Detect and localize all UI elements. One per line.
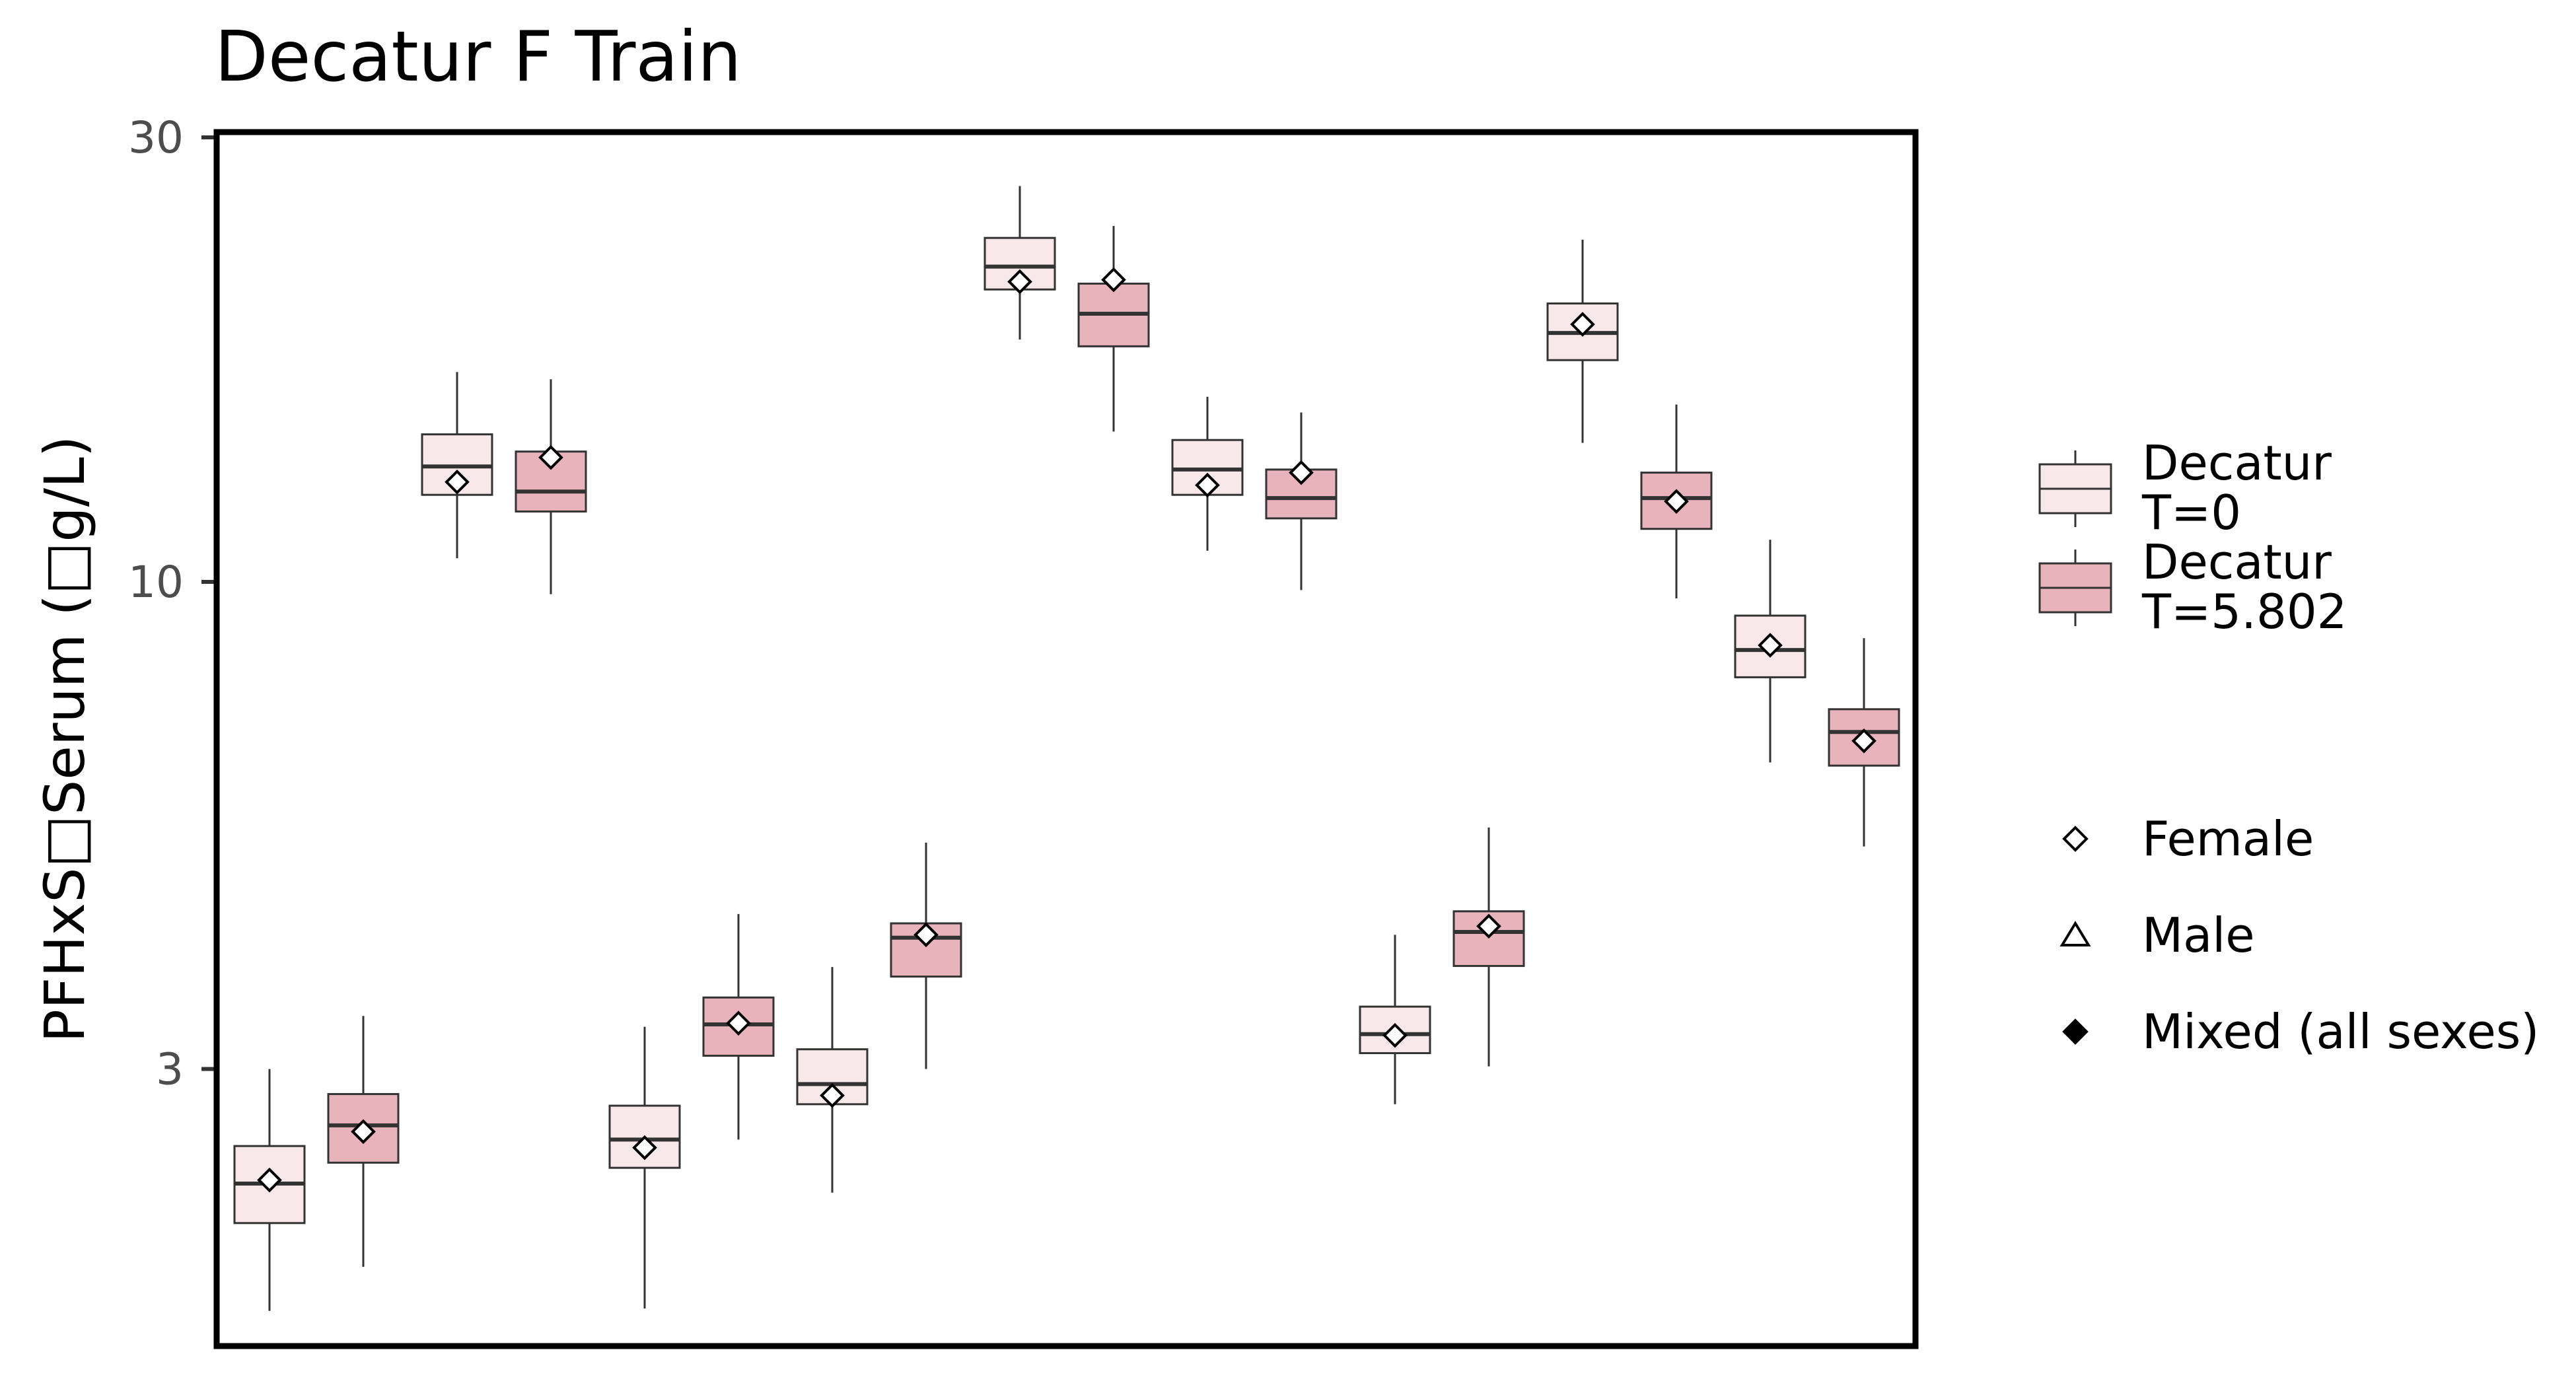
box [1359, 935, 1431, 1104]
box [702, 913, 775, 1140]
mean-marker [1195, 472, 1220, 498]
mean-marker [257, 1167, 282, 1193]
box-plot-series [233, 186, 1900, 1311]
box [796, 967, 869, 1193]
box [515, 379, 587, 594]
box [1546, 239, 1619, 443]
legend-item-fill: Decatur T=0 [2038, 435, 2332, 540]
legend-item-fill: Decatur T=5.802 [2038, 534, 2347, 639]
mean-marker [913, 922, 939, 948]
box [1265, 412, 1338, 590]
box [327, 1016, 400, 1267]
mean-marker [820, 1083, 845, 1108]
filled-diamond-icon [2062, 1018, 2089, 1045]
y-axis-label: PFHxS□Serum (□g/L) [32, 435, 97, 1042]
mean-marker [1007, 269, 1032, 295]
mean-marker [1664, 489, 1689, 515]
box [608, 1026, 681, 1309]
box [421, 372, 493, 559]
y-axis: 3 10 30 [128, 112, 217, 1095]
y-tick-label: 3 [156, 1044, 184, 1095]
legend-label: Male [2142, 907, 2255, 963]
box [1077, 226, 1150, 432]
mean-marker [1382, 1022, 1408, 1048]
triangle-icon [2059, 921, 2091, 946]
mean-marker [445, 469, 470, 495]
legend-label: Mixed (all sexes) [2142, 1004, 2539, 1059]
mean-marker [1570, 312, 1595, 337]
legend-label: Female [2142, 811, 2314, 867]
box [1640, 404, 1713, 599]
plot-border [213, 129, 1919, 1349]
legend-item-shape: Female [2062, 811, 2314, 867]
legend-label: Decatur T=0 [2141, 435, 2332, 540]
box [1828, 638, 1900, 847]
mean-marker [1851, 728, 1877, 754]
iqr-box [702, 996, 775, 1057]
series-t5802 [327, 226, 1900, 1267]
legend-label: Decatur T=5.802 [2141, 534, 2347, 639]
box [890, 842, 962, 1069]
mean-marker [538, 445, 563, 470]
mean-marker [1101, 267, 1126, 293]
legend-item-shape: Male [2059, 907, 2255, 963]
chart-title: Decatur F Train [215, 17, 742, 97]
box [1171, 396, 1244, 551]
mean-marker [1289, 460, 1314, 485]
mean-marker [351, 1119, 376, 1145]
y-tick-label: 30 [128, 112, 184, 163]
box [1734, 540, 1807, 763]
diamond-icon [2062, 826, 2089, 852]
mean-marker [632, 1135, 657, 1160]
y-tick-label: 10 [128, 557, 184, 608]
legend-item-shape: Mixed (all sexes) [2062, 1004, 2539, 1059]
mean-marker [726, 1011, 751, 1036]
series-t0 [233, 186, 1807, 1311]
mean-marker [1476, 913, 1501, 939]
mean-marker [1758, 633, 1783, 658]
box [1452, 827, 1525, 1067]
box [984, 186, 1056, 340]
box [233, 1069, 306, 1311]
iqr-box [890, 922, 962, 978]
